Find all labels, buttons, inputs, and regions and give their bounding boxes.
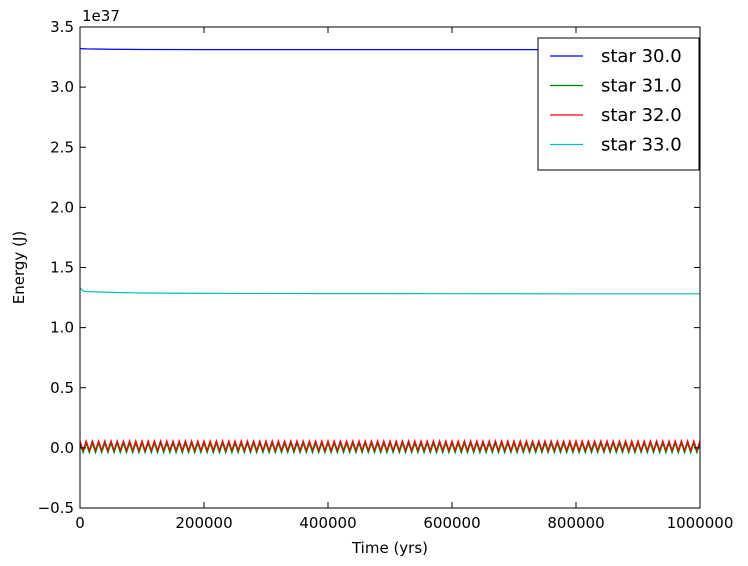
y-tick-label: 1.5: [50, 259, 74, 277]
legend-label: star 33.0: [601, 135, 682, 156]
ticks-layer: 0 200000 400000 600000 800000 1000000 −0.5 0.0 0…: [38, 18, 734, 532]
y-tick-label: 0.5: [50, 379, 74, 397]
series-line-star-32-0: [80, 438, 700, 453]
y-tick-label: 0.0: [50, 439, 74, 457]
x-tick-label: 200000: [175, 514, 232, 532]
series-line-star-30-0: [80, 48, 700, 51]
legend: star 30.0 star 31.0 star 32.0 star 33.0: [537, 37, 700, 171]
legend-label: star 31.0: [601, 76, 682, 97]
series-layer: [80, 48, 700, 455]
y-tick-label: 2.0: [50, 198, 74, 216]
x-tick-label: 800000: [547, 514, 604, 532]
series-line-star-33-0: [80, 287, 700, 295]
y-tick-label: 3.5: [50, 18, 74, 36]
x-tick-label: 1000000: [667, 514, 734, 532]
y-tick-label: 2.5: [50, 138, 74, 156]
legend-label: star 32.0: [601, 105, 682, 126]
legend-label: star 30.0: [601, 46, 682, 67]
y-tick-label: 3.0: [50, 78, 74, 96]
y-tick-label: −0.5: [38, 499, 74, 517]
y-offset-label: 1e37: [82, 7, 120, 25]
x-tick-label: 0: [75, 514, 85, 532]
legend-box: [537, 37, 700, 171]
x-tick-label: 600000: [423, 514, 480, 532]
y-axis-label: Energy (J): [10, 231, 28, 304]
series-line-star-31-0: [80, 441, 700, 455]
y-tick-label: 1.0: [50, 319, 74, 337]
x-axis-label: Time (yrs): [351, 539, 428, 557]
x-tick-label: 400000: [299, 514, 356, 532]
